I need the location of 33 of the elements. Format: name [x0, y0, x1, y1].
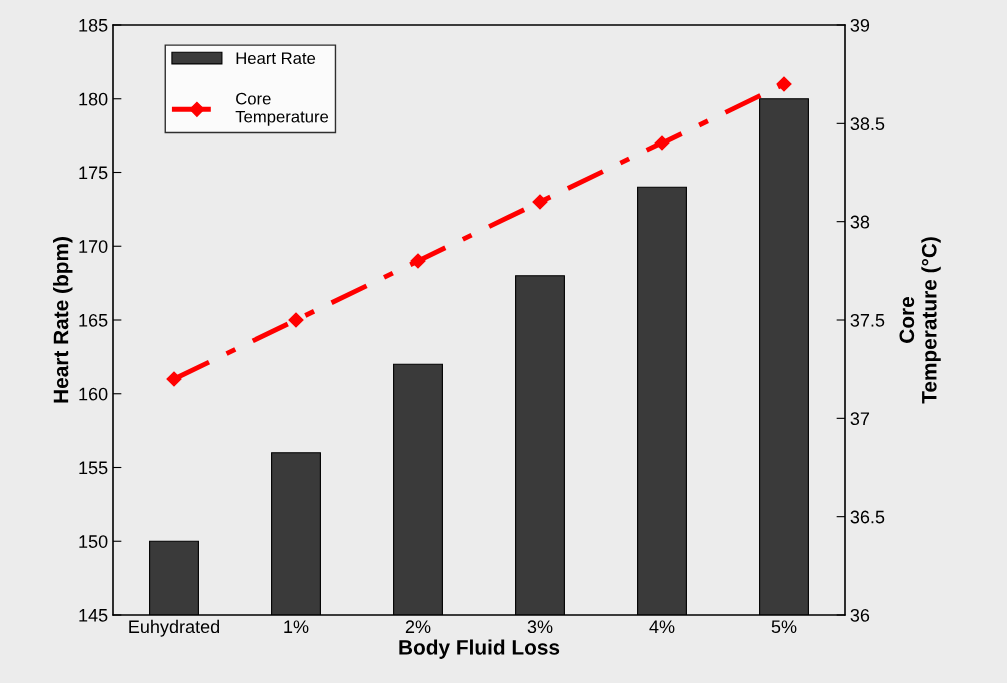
x-tick-label: 2%: [405, 620, 431, 634]
point: [654, 135, 670, 151]
x-axis-title: Body Fluid Loss: [399, 639, 560, 659]
y2-tick-label: 38: [850, 215, 870, 229]
y-tick-label: 165: [79, 313, 108, 327]
point: [410, 253, 426, 269]
y2-tick-label: 38.5: [850, 117, 885, 131]
x-tick-label: 5%: [771, 620, 797, 634]
y2-tick-label: 36: [850, 608, 870, 622]
y2-axis-title: Core Temperature (°C): [899, 237, 941, 404]
x-tick-label: 3%: [527, 620, 553, 634]
y-tick-label: 150: [79, 535, 108, 548]
y-tick-label: 170: [79, 240, 108, 253]
point: [776, 76, 792, 92]
y-axis-title: Heart Rate (bpm): [53, 237, 73, 403]
legend-label: Heart Rate: [236, 52, 316, 65]
point: [166, 371, 182, 387]
y-tick-label: 145: [79, 609, 108, 622]
y-tick-label: 155: [79, 461, 108, 475]
point: [288, 312, 304, 328]
y2-tick-label: 36.5: [850, 510, 885, 524]
y2-tick-label: 37.5: [850, 313, 885, 327]
y-tick-label: 160: [79, 387, 108, 401]
x-tick-label: 1%: [284, 620, 309, 634]
point: [532, 194, 548, 210]
y2-tick-label: 37: [850, 412, 870, 426]
x-tick-label: Euhydrated: [129, 619, 220, 637]
y-tick-label: 175: [79, 166, 108, 180]
y-tick-label: 185: [79, 18, 108, 32]
y-tick-label: 180: [79, 92, 108, 106]
x-tick-label: 4%: [649, 620, 675, 634]
y2-tick-label: 39: [850, 18, 870, 32]
legend-label: Core Temperature: [235, 92, 329, 126]
